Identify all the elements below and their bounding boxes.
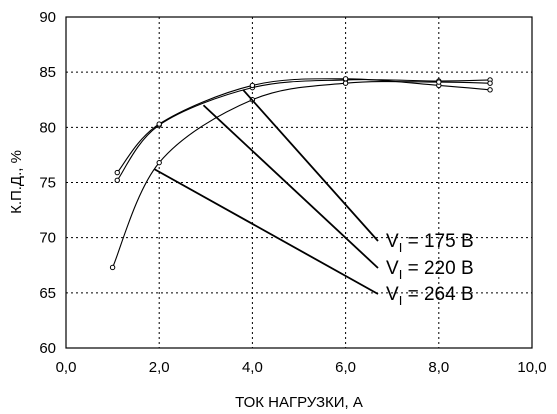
data-point — [436, 79, 442, 85]
callout-leaders — [154, 89, 379, 295]
x-tick-label: 10,0 — [517, 359, 546, 376]
y-tick-labels: 60 65 70 75 80 85 90 — [39, 9, 56, 357]
y-tick-label: 75 — [39, 175, 56, 192]
x-tick-label: 6,0 — [335, 359, 356, 376]
y-tick-label: 80 — [39, 119, 56, 136]
series-line — [116, 79, 491, 181]
x-axis-title: ТОК НАГРУЗКИ, А — [235, 394, 363, 411]
series-callouts: VI = 175 В VI = 220 ВVI = 264 В — [386, 231, 474, 308]
callout-leader — [242, 89, 379, 242]
data-point — [487, 87, 493, 93]
series-callout: VI = 175 В — [386, 231, 474, 255]
callout-leader — [154, 168, 379, 295]
y-tick-label: 65 — [39, 285, 56, 302]
y-tick-label: 85 — [39, 64, 56, 81]
y-tick-label: 70 — [39, 230, 56, 247]
x-tick-label: 0,0 — [56, 359, 77, 376]
y-axis-title: К.П.Д., % — [8, 150, 25, 214]
data-point — [109, 264, 116, 271]
series-layer — [109, 76, 493, 271]
x-tick-label: 2,0 — [149, 359, 170, 376]
data-point — [156, 159, 162, 166]
callout-leader — [202, 104, 379, 269]
data-point — [114, 169, 120, 176]
series-callout: VI = 264 В — [386, 284, 474, 308]
x-tick-labels: 0,0 2,0 4,0 6,0 8,0 10,0 — [56, 359, 547, 376]
data-point — [342, 80, 349, 86]
x-tick-label: 8,0 — [428, 359, 449, 376]
data-point — [249, 82, 256, 89]
x-tick-label: 4,0 — [242, 359, 263, 376]
y-tick-label: 60 — [39, 340, 56, 357]
plot-frame — [65, 16, 533, 349]
grid-lines — [66, 17, 532, 348]
data-point — [487, 80, 493, 86]
data-point — [342, 76, 349, 82]
data-point — [156, 121, 162, 127]
series-callout: VI = 220 В — [386, 258, 474, 282]
data-point — [114, 177, 120, 183]
y-tick-label: 90 — [39, 9, 56, 26]
